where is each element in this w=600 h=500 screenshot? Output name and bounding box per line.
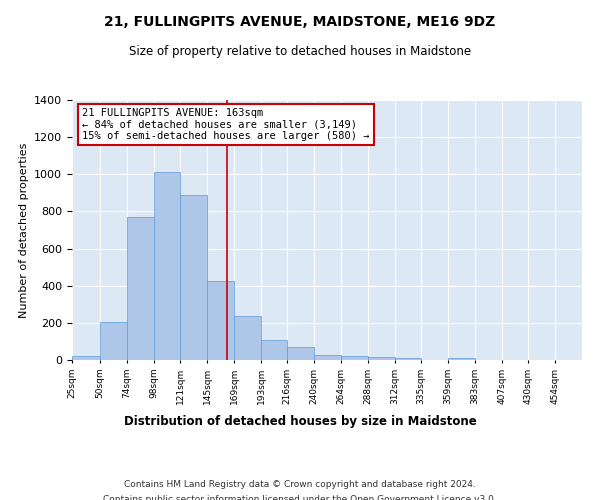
- Bar: [154, 172, 180, 360]
- Text: Distribution of detached houses by size in Maidstone: Distribution of detached houses by size …: [124, 415, 476, 428]
- Bar: [261, 340, 287, 360]
- Y-axis label: Number of detached properties: Number of detached properties: [19, 142, 29, 318]
- Bar: [180, 194, 207, 360]
- Bar: [368, 357, 395, 360]
- Text: Size of property relative to detached houses in Maidstone: Size of property relative to detached ho…: [129, 45, 471, 58]
- Bar: [207, 281, 234, 360]
- Text: 21 FULLINGPITS AVENUE: 163sqm
← 84% of detached houses are smaller (3,149)
15% o: 21 FULLINGPITS AVENUE: 163sqm ← 84% of d…: [82, 108, 370, 141]
- Bar: [314, 355, 341, 360]
- Bar: [341, 356, 368, 360]
- Text: Contains public sector information licensed under the Open Government Licence v3: Contains public sector information licen…: [103, 495, 497, 500]
- Bar: [234, 316, 261, 360]
- Text: 21, FULLINGPITS AVENUE, MAIDSTONE, ME16 9DZ: 21, FULLINGPITS AVENUE, MAIDSTONE, ME16 …: [104, 15, 496, 29]
- Bar: [72, 356, 100, 360]
- Bar: [100, 322, 127, 360]
- Bar: [127, 217, 154, 360]
- Text: Contains HM Land Registry data © Crown copyright and database right 2024.: Contains HM Land Registry data © Crown c…: [124, 480, 476, 489]
- Bar: [448, 358, 475, 360]
- Bar: [287, 347, 314, 360]
- Bar: [395, 358, 421, 360]
